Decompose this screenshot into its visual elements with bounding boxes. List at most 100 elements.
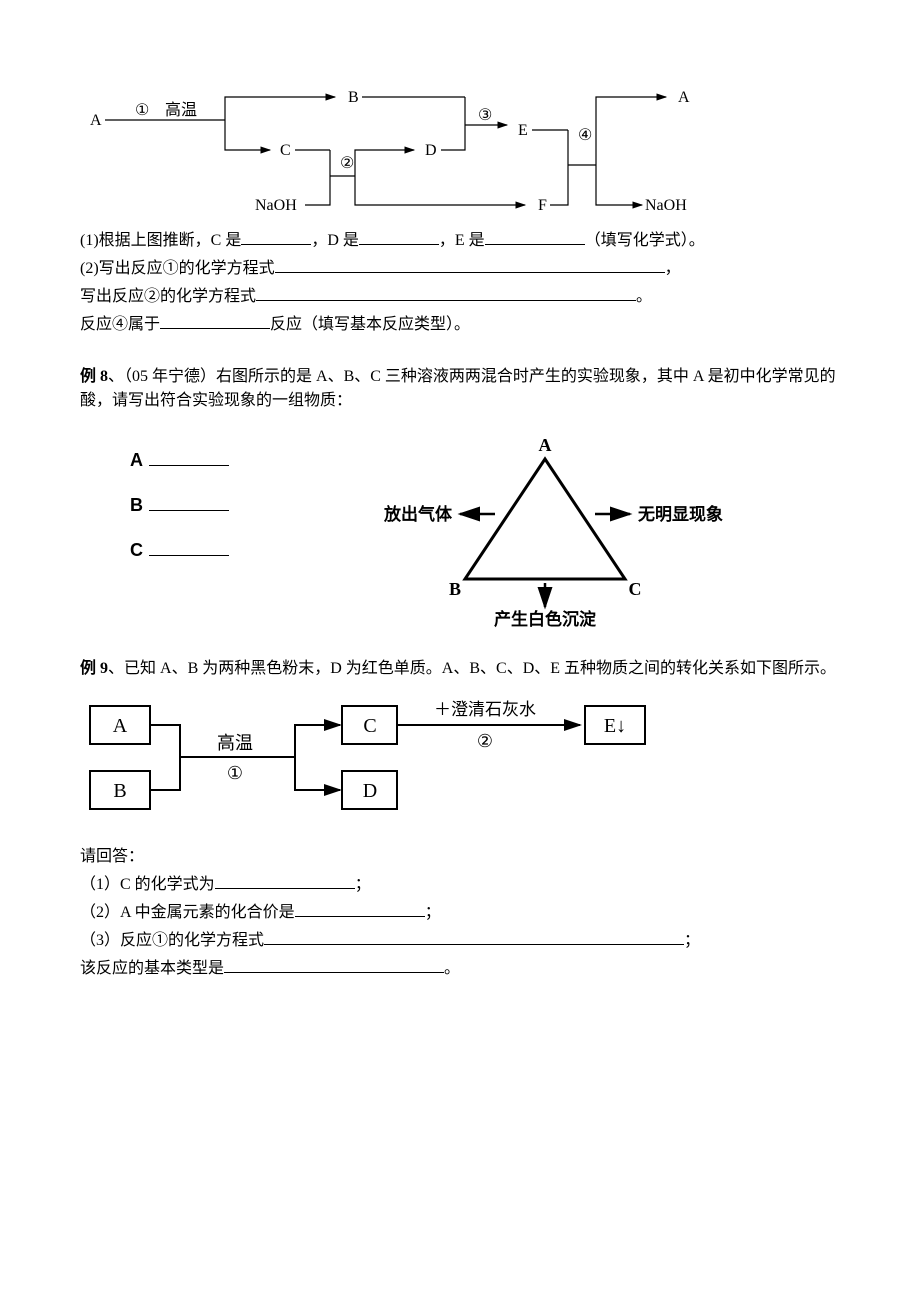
ex9-q3-end: ； bbox=[684, 932, 700, 949]
tri-left: B bbox=[449, 579, 461, 599]
ex8-body: 、（05 年宁德）右图所示的是 A、B、C 三种溶液两两混合时产生的实验现象，其… bbox=[80, 368, 836, 409]
blank-eq1 bbox=[275, 272, 665, 273]
blank-eq2 bbox=[256, 300, 636, 301]
ex9-q3: （3）反应①的化学方程式 ； bbox=[80, 929, 840, 953]
box-c-label: C bbox=[363, 715, 376, 737]
box-b-label: B bbox=[113, 780, 126, 802]
ex9-gaowen: 高温 bbox=[217, 733, 253, 753]
bracket-left bbox=[150, 725, 180, 790]
ex8-row-a: A bbox=[130, 447, 350, 474]
blank-e bbox=[485, 244, 585, 245]
ex9-blank2 bbox=[295, 916, 425, 917]
example-8-section: 例 8、（05 年宁德）右图所示的是 A、B、C 三种溶液两两混合时产生的实验现… bbox=[80, 365, 840, 629]
blank-rxtype bbox=[160, 328, 270, 329]
ex9-text: 例 9、已知 A、B 为两种黑色粉末，D 为红色单质。A、B、C、D、E 五种物… bbox=[80, 657, 840, 681]
diagram1-node-circ4: ④ bbox=[578, 127, 592, 144]
ex9-q2-pre: （2）A 中金属元素的化合价是 bbox=[80, 904, 295, 921]
q7-line1-mid1: ，D 是 bbox=[311, 232, 359, 249]
q7-line4-end: 反应（填写基本反应类型）。 bbox=[270, 316, 470, 333]
diagram1-edge bbox=[225, 120, 270, 150]
example-9-section: 例 9、已知 A、B 为两种黑色粉末，D 为红色单质。A、B、C、D、E 五种物… bbox=[80, 657, 840, 981]
ex9-blank1 bbox=[215, 888, 355, 889]
diagram1-edge bbox=[550, 130, 568, 205]
ex8-label-b: B bbox=[130, 495, 143, 515]
ex9-q1: （1）C 的化学式为 ； bbox=[80, 873, 840, 897]
tri-rightedge: 无明显现象 bbox=[637, 504, 723, 524]
q7-line3-end: 。 bbox=[636, 288, 652, 305]
diagram-1: A①高温BCNaOH②D③EF④ANaOH bbox=[80, 80, 720, 225]
diagram1-node-circ1: ① bbox=[135, 102, 149, 119]
ex8-blank-a bbox=[149, 465, 229, 466]
ex9-blank4 bbox=[224, 972, 444, 973]
ex8-heading: 例 8 bbox=[80, 368, 108, 385]
tri-top: A bbox=[539, 435, 552, 455]
q7-line4-pre: 反应④属于 bbox=[80, 316, 160, 333]
q7-line2-pre: (2)写出反应①的化学方程式 bbox=[80, 260, 275, 277]
ex9-body: 、已知 A、B 为两种黑色粉末，D 为红色单质。A、B、C、D、E 五种物质之间… bbox=[108, 660, 836, 677]
tri-bottom: 产生白色沉淀 bbox=[494, 609, 597, 629]
ex9-q2-end: ； bbox=[425, 904, 441, 921]
ex9-q3-pre: （3）反应①的化学方程式 bbox=[80, 932, 264, 949]
q7-line3-pre: 写出反应②的化学方程式 bbox=[80, 288, 256, 305]
ex9-heading: 例 9 bbox=[80, 660, 108, 677]
diagram1-edge bbox=[441, 97, 465, 150]
tri-leftedge: 放出气体 bbox=[383, 504, 453, 524]
diagram-1-section: A①高温BCNaOH②D③EF④ANaOH (1)根据上图推断，C 是，D 是，… bbox=[80, 80, 840, 337]
ex9-q1-pre: （1）C 的化学式为 bbox=[80, 876, 215, 893]
ex9-q4-end: 。 bbox=[444, 960, 460, 977]
q7-line2-end: ， bbox=[665, 260, 681, 277]
line-to-d bbox=[295, 757, 340, 790]
box-a-label: A bbox=[113, 715, 128, 737]
ex8-answer-list: A B C bbox=[80, 429, 350, 582]
ex9-q2: （2）A 中金属元素的化合价是 ； bbox=[80, 901, 840, 925]
ex9-lime: ＋澄清石灰水 bbox=[434, 700, 536, 719]
diagram1-edge bbox=[305, 150, 330, 205]
ex9-circ1: ① bbox=[227, 763, 243, 783]
ex8-label-c: C bbox=[130, 540, 143, 560]
q7-line1-end: （填写化学式）。 bbox=[585, 232, 705, 249]
tri-right: C bbox=[629, 579, 642, 599]
q7-line4: 反应④属于 反应（填写基本反应类型）。 bbox=[80, 313, 840, 337]
ex9-circ2: ② bbox=[477, 731, 493, 751]
ex8-blank-c bbox=[149, 555, 229, 556]
diagram1-node-A_left: A bbox=[90, 112, 102, 129]
diagram1-node-NaOH_left: NaOH bbox=[255, 197, 297, 214]
diagram1-node-circ3: ③ bbox=[478, 107, 492, 124]
diagram1-node-B: B bbox=[348, 89, 359, 106]
line-to-c bbox=[295, 725, 340, 757]
box-e-label: E↓ bbox=[604, 715, 626, 737]
diagram1-edge bbox=[225, 97, 335, 120]
q7-line3: 写出反应②的化学方程式 。 bbox=[80, 285, 840, 309]
box-d-label: D bbox=[363, 780, 377, 802]
diagram1-node-C: C bbox=[280, 142, 291, 159]
diagram1-edge bbox=[355, 176, 525, 205]
blank-d bbox=[359, 244, 439, 245]
q7-line2: (2)写出反应①的化学方程式 ， bbox=[80, 257, 840, 281]
blank-c bbox=[241, 244, 311, 245]
ex9-q-intro: 请回答： bbox=[80, 845, 840, 869]
ex8-blank-b bbox=[149, 510, 229, 511]
diagram1-node-circ2: ② bbox=[340, 155, 354, 172]
ex8-triangle-diagram: A B C 放出气体 无明显现象 产生白色沉淀 bbox=[350, 429, 730, 629]
ex9-q4-pre: 该反应的基本类型是 bbox=[80, 960, 224, 977]
diagram1-node-NaOH_right: NaOH bbox=[645, 197, 687, 214]
ex8-label-a: A bbox=[130, 450, 143, 470]
ex8-row-c: C bbox=[130, 537, 350, 564]
diagram1-node-A_right: A bbox=[678, 89, 690, 106]
ex9-q4: 该反应的基本类型是 。 bbox=[80, 957, 840, 981]
ex8-text: 例 8、（05 年宁德）右图所示的是 A、B、C 三种溶液两两混合时产生的实验现… bbox=[80, 365, 840, 413]
diagram1-node-D: D bbox=[425, 142, 437, 159]
ex9-blank3 bbox=[264, 944, 684, 945]
ex9-q1-end: ； bbox=[355, 876, 371, 893]
diagram1-edge bbox=[596, 97, 666, 165]
diagram1-node-F: F bbox=[538, 197, 547, 214]
diagram1-edge bbox=[355, 150, 414, 176]
diagram1-edge bbox=[596, 165, 642, 205]
ex8-row-b: B bbox=[130, 492, 350, 519]
q7-line1-pre: (1)根据上图推断，C 是 bbox=[80, 232, 241, 249]
triangle-shape bbox=[465, 459, 625, 579]
diagram1-node-E: E bbox=[518, 122, 528, 139]
q7-line1: (1)根据上图推断，C 是 ，D 是 ，E 是 （填写化学式）。 bbox=[80, 229, 840, 253]
q7-line1-mid2: ，E 是 bbox=[439, 232, 485, 249]
ex9-diagram: A B 高温 ① C D ＋澄清石灰水 ② E↓ bbox=[80, 691, 700, 831]
